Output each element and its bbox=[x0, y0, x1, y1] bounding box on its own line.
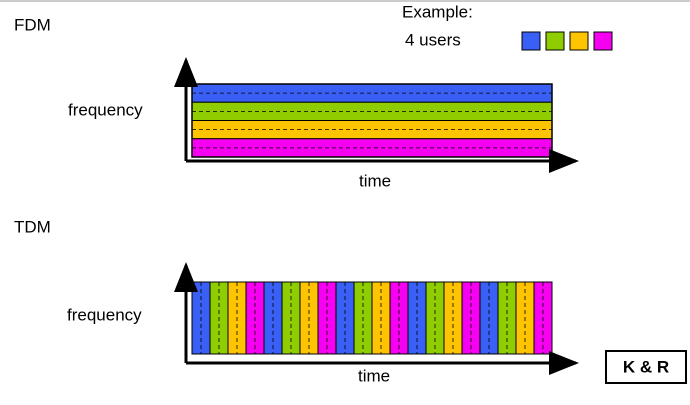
example-subtitle: 4 users bbox=[405, 30, 461, 49]
swatch bbox=[521, 31, 541, 51]
tdm-title: TDM bbox=[14, 217, 51, 236]
fdm-title: FDM bbox=[14, 15, 51, 34]
swatch bbox=[569, 31, 589, 51]
frequency-band bbox=[191, 83, 553, 103]
tdm-x-label: time bbox=[358, 366, 390, 385]
swatches bbox=[521, 31, 613, 51]
fdm-frame bbox=[191, 83, 553, 158]
fdm-x-label: time bbox=[359, 171, 391, 190]
tdm-plot bbox=[191, 281, 553, 355]
frequency-band bbox=[191, 101, 553, 121]
tdm-y-label: frequency bbox=[67, 305, 142, 324]
example-title: Example: bbox=[402, 2, 473, 21]
fdm-y-label: frequency bbox=[68, 100, 143, 119]
top-rule bbox=[0, 0, 690, 2]
frequency-band bbox=[191, 120, 553, 140]
fdm-plot bbox=[191, 83, 553, 158]
swatch bbox=[545, 31, 565, 51]
badge: K & R bbox=[623, 357, 669, 376]
frequency-band bbox=[191, 138, 553, 158]
swatch bbox=[593, 31, 613, 51]
badge-box bbox=[605, 350, 687, 384]
